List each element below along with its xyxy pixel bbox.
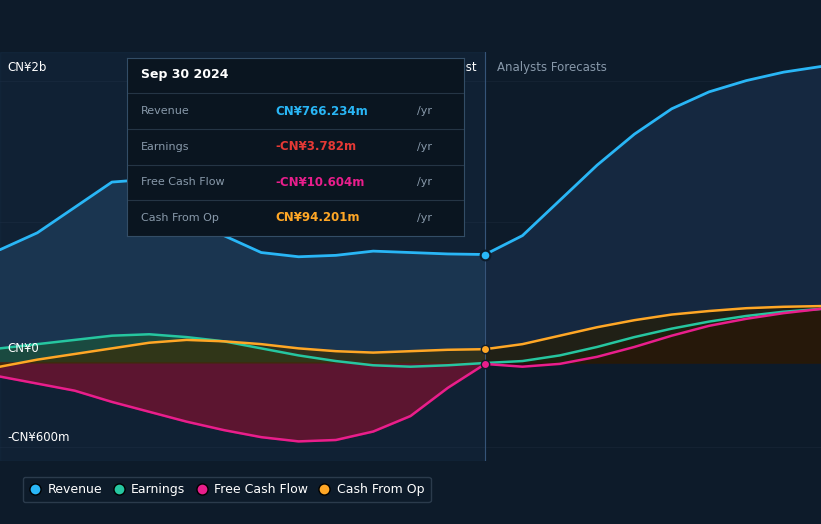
Text: CN¥766.234m: CN¥766.234m	[275, 105, 368, 117]
Text: /yr: /yr	[417, 177, 432, 188]
Text: Past: Past	[453, 61, 478, 73]
Text: CN¥94.201m: CN¥94.201m	[275, 212, 360, 224]
Text: /yr: /yr	[417, 141, 432, 152]
Legend: Revenue, Earnings, Free Cash Flow, Cash From Op: Revenue, Earnings, Free Cash Flow, Cash …	[23, 477, 430, 503]
Text: -CN¥10.604m: -CN¥10.604m	[275, 176, 365, 189]
Text: /yr: /yr	[417, 213, 432, 223]
Text: Free Cash Flow: Free Cash Flow	[140, 177, 224, 188]
Text: CN¥2b: CN¥2b	[7, 61, 47, 73]
Text: Revenue: Revenue	[140, 106, 190, 116]
Text: Sep 30 2024: Sep 30 2024	[140, 68, 228, 81]
Text: CN¥0: CN¥0	[7, 342, 39, 355]
Text: Earnings: Earnings	[140, 141, 189, 152]
Text: -CN¥3.782m: -CN¥3.782m	[275, 140, 356, 153]
Bar	[0, 52, 485, 461]
Text: Analysts Forecasts: Analysts Forecasts	[497, 61, 607, 73]
Text: Cash From Op: Cash From Op	[140, 213, 218, 223]
Text: /yr: /yr	[417, 106, 432, 116]
Text: -CN¥600m: -CN¥600m	[7, 431, 70, 444]
